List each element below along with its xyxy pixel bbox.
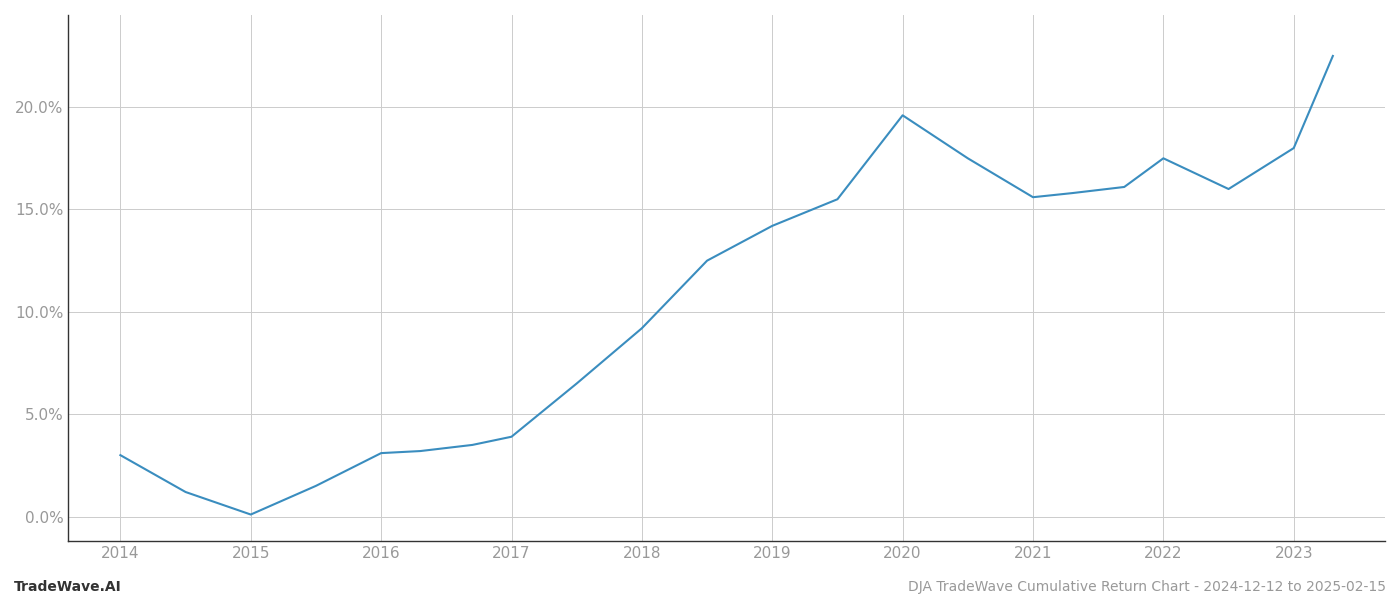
Text: TradeWave.AI: TradeWave.AI (14, 580, 122, 594)
Text: DJA TradeWave Cumulative Return Chart - 2024-12-12 to 2025-02-15: DJA TradeWave Cumulative Return Chart - … (909, 580, 1386, 594)
